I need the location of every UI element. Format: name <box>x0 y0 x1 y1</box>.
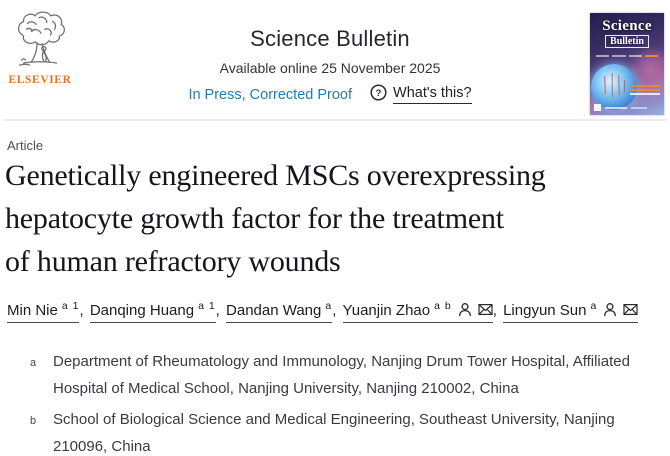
affiliation-item: b School of Biological Science and Medic… <box>30 406 660 456</box>
elsevier-tree-icon <box>17 11 65 66</box>
person-icon[interactable] <box>603 302 617 317</box>
person-icon[interactable] <box>458 302 472 317</box>
affiliation-sup: a <box>30 357 37 369</box>
email-icon[interactable] <box>623 302 638 317</box>
author-affil-sup: a b <box>434 300 452 312</box>
journal-cover-thumbnail[interactable]: Science Bulletin <box>590 13 664 115</box>
author-affil-sup: a 1 <box>61 300 80 312</box>
author-affil-sup: a 1 <box>198 300 216 312</box>
whats-this-link[interactable]: What's this? <box>393 85 472 104</box>
author-link[interactable]: Yuanjin Zhao a b <box>342 300 493 323</box>
email-icon[interactable] <box>478 302 493 317</box>
affiliation-item: a Department of Rheumatology and Immunol… <box>30 348 660 402</box>
author-separator: , <box>332 302 341 319</box>
cover-journal-subname: Bulletin <box>605 35 649 48</box>
page-title: Genetically engineered MSCs overexpressi… <box>5 154 669 283</box>
question-circle-icon[interactable]: ? <box>370 84 387 105</box>
available-online-date: Available online 25 November 2025 <box>219 60 441 76</box>
affiliation-list: a Department of Rheumatology and Immunol… <box>30 348 660 456</box>
author-affil-sup: a <box>325 300 333 312</box>
elsevier-wordmark: ELSEVIER <box>8 74 72 86</box>
cover-footer <box>594 104 660 111</box>
author-name: Dandan Wang <box>226 302 322 319</box>
banner-divider <box>3 119 667 121</box>
elsevier-logo-link[interactable]: ELSEVIER <box>8 10 72 86</box>
author-name: Yuanjin Zhao <box>342 302 431 319</box>
affiliation-text: School of Biological Science and Medical… <box>53 411 615 455</box>
author-link[interactable]: Danqing Huang a 1 <box>89 300 216 323</box>
cover-qr-code <box>594 104 601 111</box>
journal-title-link[interactable]: Science Bulletin <box>250 26 410 51</box>
cover-issue-line <box>596 55 658 57</box>
article-type-label: Article <box>7 138 44 153</box>
title-line: hepatocyte growth factor for the treatme… <box>5 202 504 235</box>
title-line: of human refractory wounds <box>5 245 341 278</box>
author-name: Min Nie <box>7 302 58 319</box>
author-link[interactable]: Min Nie a 1 <box>7 300 80 323</box>
author-separator: , <box>79 302 88 319</box>
author-affil-sup: a <box>590 300 598 312</box>
author-separator: , <box>492 302 502 319</box>
cover-journal-name: Science <box>602 18 652 34</box>
affiliation-sup: b <box>30 415 37 427</box>
status-row: In Press, Corrected Proof ? What's this? <box>100 84 560 105</box>
cover-highlight-text <box>630 85 660 97</box>
author-name: Danqing Huang <box>89 302 195 319</box>
author-name: Lingyun Sun <box>503 302 587 319</box>
title-line: Genetically engineered MSCs overexpressi… <box>5 159 546 192</box>
help-group: ? What's this? <box>370 84 472 105</box>
journal-banner: Science Bulletin Available online 25 Nov… <box>100 26 560 105</box>
cover-art-sphere <box>591 64 637 110</box>
author-link[interactable]: Lingyun Sun a <box>503 300 639 323</box>
in-press-link[interactable]: In Press, Corrected Proof <box>188 86 353 103</box>
author-separator: , <box>215 302 225 319</box>
affiliation-text: Department of Rheumatology and Immunolog… <box>53 353 630 397</box>
author-list: Min Nie a 1, Danqing Huang a 1, Dandan Wan… <box>7 300 667 323</box>
svg-text:?: ? <box>376 88 382 99</box>
author-link[interactable]: Dandan Wang a <box>226 300 333 323</box>
